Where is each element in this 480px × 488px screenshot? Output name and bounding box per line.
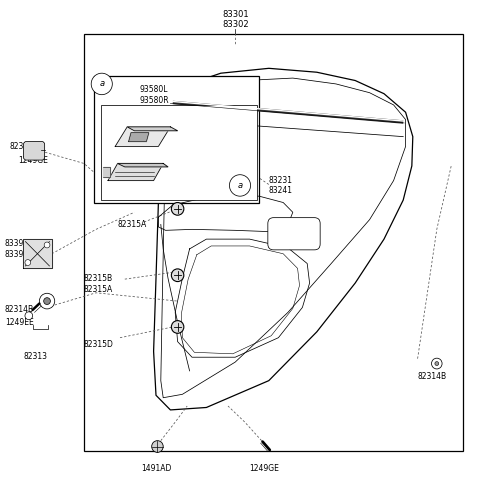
- Polygon shape: [127, 127, 178, 131]
- Text: a: a: [238, 181, 242, 190]
- Circle shape: [152, 441, 163, 452]
- Bar: [84, 34, 463, 451]
- Bar: [94, 76, 259, 203]
- Text: 82313: 82313: [23, 352, 47, 361]
- Text: 82315A: 82315A: [118, 220, 147, 229]
- Text: 1491AD: 1491AD: [142, 464, 172, 473]
- Text: 1249GE: 1249GE: [250, 464, 279, 473]
- Polygon shape: [23, 239, 52, 268]
- Text: 93582A: 93582A: [190, 130, 219, 139]
- Text: 93580L
93580R: 93580L 93580R: [139, 85, 169, 105]
- FancyBboxPatch shape: [24, 142, 45, 160]
- Polygon shape: [115, 127, 170, 146]
- Text: 1249GE: 1249GE: [18, 156, 48, 164]
- Text: 83231
83241: 83231 83241: [269, 176, 293, 195]
- Circle shape: [91, 73, 112, 95]
- Text: 82315D: 82315D: [84, 340, 114, 348]
- Text: 82314B: 82314B: [418, 372, 447, 381]
- Circle shape: [432, 358, 442, 369]
- Circle shape: [25, 260, 31, 265]
- Bar: [101, 105, 257, 200]
- Polygon shape: [108, 163, 163, 181]
- Text: 83394A
83393A: 83394A 83393A: [5, 239, 34, 259]
- Text: 82317D: 82317D: [10, 142, 39, 151]
- Text: 82314B: 82314B: [5, 305, 34, 314]
- Circle shape: [44, 242, 50, 248]
- Circle shape: [44, 298, 50, 305]
- Polygon shape: [103, 167, 110, 177]
- Circle shape: [171, 269, 184, 282]
- Circle shape: [25, 312, 33, 320]
- FancyBboxPatch shape: [268, 218, 320, 250]
- Circle shape: [39, 293, 55, 309]
- Text: a: a: [99, 80, 104, 88]
- Text: 83301
83302: 83301 83302: [222, 10, 249, 29]
- Circle shape: [171, 203, 184, 215]
- Text: 93581F: 93581F: [185, 167, 213, 176]
- Polygon shape: [129, 133, 149, 142]
- Circle shape: [435, 362, 439, 366]
- Circle shape: [229, 175, 251, 196]
- Circle shape: [171, 321, 184, 333]
- Text: 1249EE: 1249EE: [5, 318, 34, 326]
- Polygon shape: [118, 163, 168, 167]
- Text: 82315B
82315A: 82315B 82315A: [84, 274, 113, 294]
